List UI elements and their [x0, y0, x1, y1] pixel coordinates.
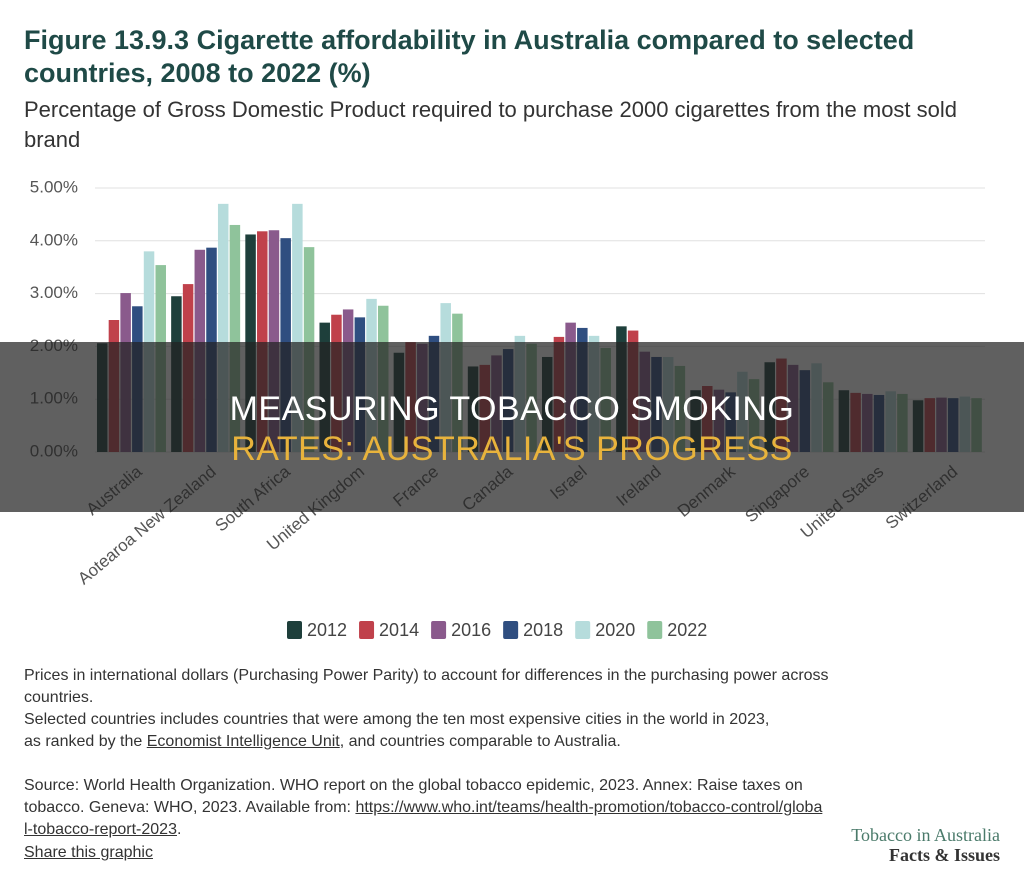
bar [292, 203, 303, 452]
banner: MEASURING TOBACCO SMOKING RATES: AUSTRAL… [0, 342, 1024, 512]
note-text: as ranked by the [24, 733, 147, 750]
source-link[interactable]: https://www.who.int/teams/health-promoti… [24, 799, 823, 838]
source: Source: World Health Organization. WHO r… [24, 775, 824, 841]
legend-swatch [503, 621, 519, 639]
bar [217, 203, 229, 452]
logo-line: Tobacco in Australia [851, 825, 1000, 845]
legend-swatch [359, 621, 375, 639]
note: Prices in international dollars (Purchas… [24, 667, 829, 706]
logo: Tobacco in Australia Facts & Issues [851, 825, 1000, 865]
note: as ranked by the Economist Intelligence … [24, 731, 844, 753]
legend-label: 2012 [307, 620, 347, 640]
legend-label: 2014 [379, 620, 419, 640]
legend-label: 2020 [595, 620, 635, 640]
source-text: Source: World Health Organization. WHO r… [24, 777, 803, 816]
chart-title: Figure 13.9.3 Cigarette affordability in… [24, 25, 915, 88]
bar [268, 230, 280, 452]
banner-line: MEASURING TOBACCO SMOKING [229, 390, 795, 428]
legend-label: 2018 [523, 620, 563, 640]
share-link[interactable]: Share this graphic [24, 844, 153, 861]
note-link[interactable]: Economist Intelligence Unit [146, 733, 340, 750]
chart: 0.00%1.00%2.00%3.00%4.00%5.00%AustraliaA… [30, 177, 985, 640]
legend-swatch [647, 621, 663, 639]
legend-swatch [431, 621, 447, 639]
banner-line: RATES: AUSTRALIA'S PROGRESS [231, 430, 793, 468]
legend-label: 2022 [667, 620, 707, 640]
legend-swatch [287, 621, 302, 639]
note-text: , and countries comparable to Australia. [339, 733, 621, 750]
chart-subtitle: Percentage of Gross Domestic Product req… [24, 97, 958, 152]
y-tick-label: 5.00% [30, 177, 78, 196]
legend-swatch [575, 621, 591, 639]
source-text: . [176, 821, 182, 838]
y-tick-label: 3.00% [30, 283, 78, 302]
bar [229, 224, 241, 452]
y-tick-label: 4.00% [30, 230, 78, 249]
logo-line: Facts & Issues [889, 845, 1000, 865]
legend-label: 2016 [451, 620, 491, 640]
note: Selected countries includes countries th… [24, 711, 770, 728]
bar [257, 231, 268, 452]
